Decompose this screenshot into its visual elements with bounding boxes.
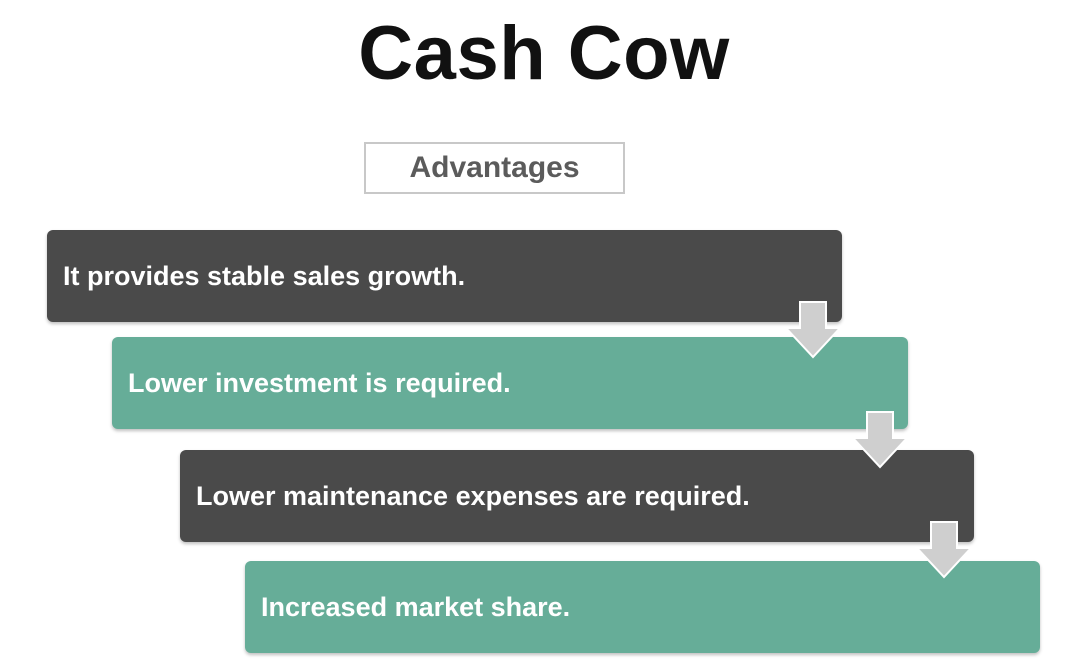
step-4-label: Increased market share.: [261, 592, 570, 623]
step-1: It provides stable sales growth.: [47, 230, 842, 322]
page-title: Cash Cow: [0, 14, 1088, 94]
advantages-label: Advantages: [409, 151, 579, 184]
down-arrow-icon: [783, 300, 843, 360]
advantages-label-box: Advantages: [364, 142, 625, 194]
step-1-label: It provides stable sales growth.: [63, 261, 465, 292]
down-arrow-icon: [850, 410, 910, 470]
step-2-label: Lower investment is required.: [128, 368, 511, 399]
down-arrow-icon: [914, 520, 974, 580]
step-3-label: Lower maintenance expenses are required.: [196, 481, 750, 512]
